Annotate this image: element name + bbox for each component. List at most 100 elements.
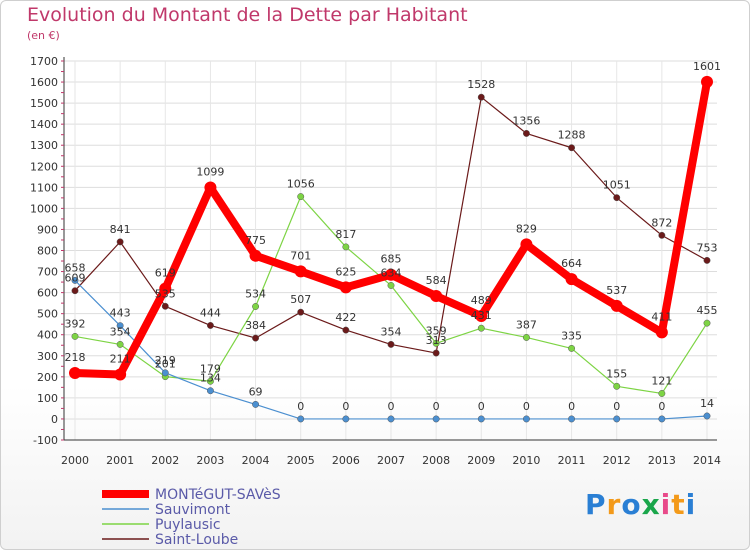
data-point bbox=[252, 400, 260, 408]
data-label: 0 bbox=[297, 400, 304, 413]
data-point bbox=[206, 387, 214, 395]
y-tick-label: 400 bbox=[37, 329, 58, 342]
data-point bbox=[297, 415, 305, 423]
data-label: 701 bbox=[290, 249, 311, 262]
data-point bbox=[116, 322, 124, 330]
data-label: 535 bbox=[155, 287, 176, 300]
x-tick-label: 2005 bbox=[287, 454, 315, 467]
legend-label: Saint-Loube bbox=[155, 532, 238, 548]
data-label: 155 bbox=[606, 367, 627, 380]
y-tick-label: 1700 bbox=[30, 55, 58, 68]
data-point bbox=[610, 299, 623, 312]
data-point bbox=[430, 289, 443, 302]
x-tick-label: 2009 bbox=[467, 454, 495, 467]
data-label: 431 bbox=[471, 309, 492, 322]
data-point bbox=[522, 334, 530, 341]
data-label: 1099 bbox=[196, 166, 224, 179]
data-point bbox=[252, 334, 260, 342]
data-point bbox=[432, 339, 440, 347]
data-point bbox=[116, 340, 124, 348]
logo-letter: r bbox=[606, 488, 622, 521]
data-point bbox=[522, 129, 530, 137]
data-label: 422 bbox=[335, 311, 356, 324]
legend-label: Puylausic bbox=[155, 517, 221, 533]
data-label: 775 bbox=[245, 234, 266, 247]
data-label: 411 bbox=[651, 310, 672, 323]
data-point bbox=[703, 256, 711, 264]
x-tick-label: 2010 bbox=[512, 454, 540, 467]
data-label: 0 bbox=[433, 400, 440, 413]
x-tick-label: 2013 bbox=[648, 454, 676, 467]
data-point bbox=[703, 319, 711, 327]
data-label: 537 bbox=[606, 284, 627, 297]
x-tick-label: 2007 bbox=[377, 454, 405, 467]
data-point bbox=[159, 282, 172, 295]
data-point bbox=[69, 367, 81, 380]
y-tick-label: 700 bbox=[37, 266, 58, 279]
data-label: 1288 bbox=[558, 129, 586, 142]
data-label: 829 bbox=[516, 222, 537, 235]
data-point bbox=[475, 309, 488, 322]
data-label: 69 bbox=[249, 385, 263, 398]
data-point bbox=[387, 282, 395, 289]
x-tick-label: 2012 bbox=[603, 454, 631, 467]
axes: -100010020030040050060070080090010001100… bbox=[30, 55, 721, 467]
y-tick-label: 1500 bbox=[30, 97, 58, 110]
data-label: 534 bbox=[245, 288, 266, 301]
data-label: 0 bbox=[658, 400, 665, 413]
data-point bbox=[114, 368, 127, 381]
data-point bbox=[161, 302, 169, 310]
data-point bbox=[342, 326, 350, 334]
x-tick-label: 2008 bbox=[422, 454, 450, 467]
data-point bbox=[658, 415, 666, 423]
data-point bbox=[206, 322, 214, 329]
data-point bbox=[477, 324, 485, 332]
data-label: 134 bbox=[200, 372, 221, 385]
chart-unit: (en €) bbox=[27, 29, 60, 42]
y-tick-label: 0 bbox=[51, 413, 58, 426]
data-point bbox=[297, 193, 305, 201]
y-tick-label: 1400 bbox=[30, 118, 58, 131]
data-label: 507 bbox=[290, 293, 311, 306]
data-label: 685 bbox=[381, 253, 402, 266]
data-label: 841 bbox=[110, 223, 131, 236]
legend-label: Sauvimont bbox=[155, 502, 231, 518]
data-point bbox=[658, 390, 666, 397]
data-label: 0 bbox=[342, 400, 349, 413]
data-point bbox=[522, 415, 530, 423]
data-label: 0 bbox=[613, 400, 620, 413]
data-label: 0 bbox=[388, 400, 395, 413]
data-point bbox=[613, 194, 621, 202]
data-label: 455 bbox=[697, 304, 718, 317]
series-lines bbox=[69, 75, 713, 423]
logo-letter: i bbox=[685, 488, 697, 521]
data-point bbox=[701, 75, 713, 88]
data-label: 634 bbox=[381, 266, 402, 279]
data-point bbox=[520, 238, 533, 251]
data-label: 872 bbox=[651, 216, 672, 229]
logo-letter: P bbox=[585, 488, 607, 521]
data-point bbox=[339, 281, 352, 294]
data-label: 664 bbox=[561, 257, 582, 270]
data-label: 201 bbox=[155, 358, 176, 371]
data-labels: 609 841 535 444 384 507 422 354 313 1528 1356 1288 1… bbox=[65, 60, 722, 413]
data-point bbox=[658, 231, 666, 239]
data-point bbox=[161, 369, 169, 377]
data-label: 354 bbox=[110, 325, 131, 338]
data-point bbox=[477, 93, 485, 101]
data-point bbox=[703, 412, 711, 420]
data-point bbox=[568, 415, 576, 423]
data-label: 1601 bbox=[693, 60, 721, 73]
y-tick-label: 900 bbox=[37, 223, 58, 236]
data-label: 359 bbox=[426, 324, 447, 337]
data-label: 1056 bbox=[287, 178, 315, 191]
data-point bbox=[432, 349, 440, 357]
logo-letter: o bbox=[621, 488, 642, 521]
data-point bbox=[565, 273, 578, 286]
data-label: 313 bbox=[426, 334, 447, 347]
y-tick-label: -100 bbox=[33, 434, 58, 447]
data-point bbox=[613, 415, 621, 423]
x-tick-label: 2001 bbox=[106, 454, 134, 467]
